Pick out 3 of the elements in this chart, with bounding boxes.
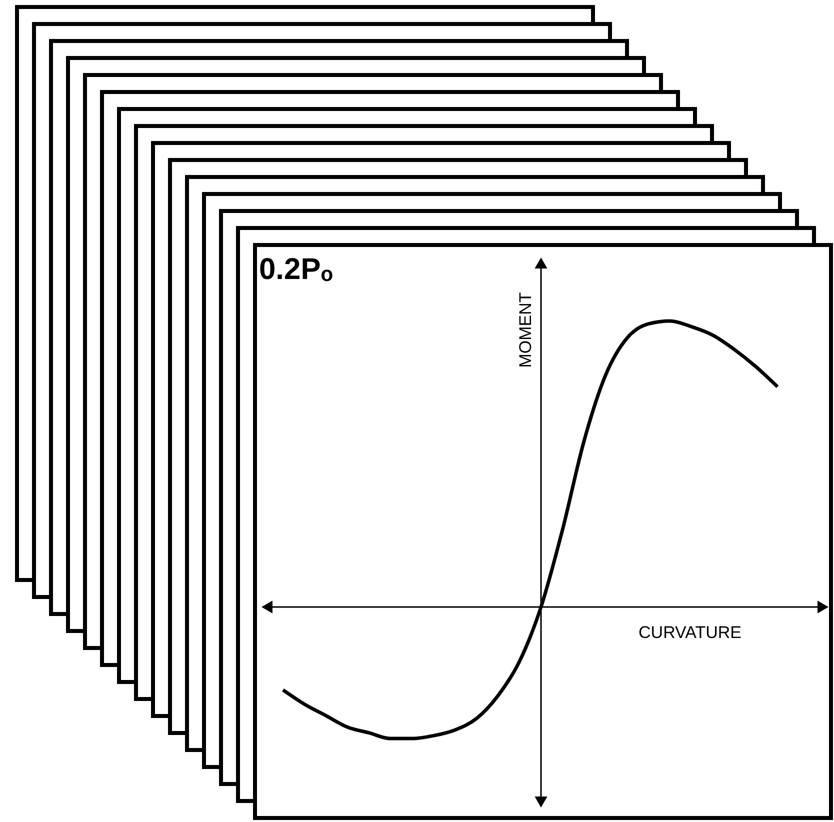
y-axis-title: MOMENT (516, 292, 535, 368)
chart-title: 0.2Pₒ (259, 253, 334, 286)
x-axis-title: CURVATURE (638, 623, 742, 642)
